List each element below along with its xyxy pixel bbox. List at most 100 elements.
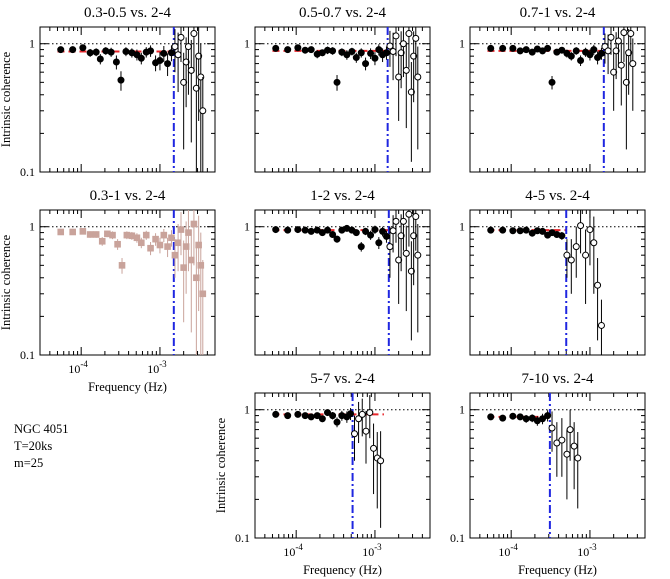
y-axis-label: Intrinsic coherence (0, 234, 13, 330)
open-point-marker (597, 321, 605, 329)
filled-point-marker (79, 44, 87, 52)
filled-point-marker (190, 220, 198, 228)
open-point-marker (402, 249, 410, 257)
y-axis-label: Intrinsic coherence (214, 417, 228, 513)
filled-point-marker (152, 235, 159, 243)
y-axis-label: Intrinsic coherence (0, 51, 13, 147)
filled-point-marker (367, 231, 375, 239)
filled-point-marker (509, 227, 517, 235)
open-point-marker (586, 226, 594, 234)
filled-point-marker (69, 46, 77, 54)
filled-point-marker (57, 228, 65, 236)
filled-point-marker (199, 290, 207, 298)
panel-5: 1-2 vs. 2-4 1 (244, 188, 431, 356)
filled-point-marker (324, 409, 332, 417)
open-point-marker (577, 222, 585, 230)
data-layer (255, 210, 430, 355)
filled-point-marker (572, 47, 580, 55)
filled-point-marker (516, 227, 524, 235)
open-point-marker (620, 29, 628, 37)
filled-point-marker (197, 262, 205, 269)
panel-title: 7-10 vs. 2-4 (521, 371, 594, 387)
x-tick-exponent: -3 (589, 542, 597, 552)
open-point-marker (199, 107, 207, 115)
plot-frame (254, 209, 431, 356)
filled-point-marker (142, 231, 150, 239)
filled-point-marker (499, 226, 507, 234)
filled-point-marker (294, 410, 302, 418)
filled-point-marker (147, 47, 155, 55)
open-point-marker (197, 73, 205, 81)
open-point-marker (410, 52, 418, 60)
open-point-marker (395, 256, 403, 264)
open-point-marker (362, 427, 370, 435)
data-layer (470, 27, 645, 172)
x-axis-label: Frequency (Hz) (303, 563, 382, 577)
plot-frame (469, 209, 646, 356)
filled-point-marker (348, 47, 356, 55)
open-point-marker (405, 30, 413, 38)
filled-point-marker (168, 234, 175, 242)
panel-title: 0.5-0.7 vs. 2-4 (299, 5, 387, 21)
filled-point-marker (284, 412, 292, 420)
open-point-marker (182, 58, 190, 66)
y-tick-label-0.1: 0.1 (450, 531, 465, 545)
filled-point-marker (352, 54, 360, 62)
filled-point-marker (362, 60, 370, 68)
filled-point-marker (371, 226, 379, 234)
open-point-marker (180, 78, 188, 86)
open-point-marker (177, 33, 185, 41)
info-block: NGC 4051 T=20ks m=25 (14, 422, 69, 470)
filled-point-marker (548, 78, 556, 86)
y-tick-label-1: 1 (29, 37, 35, 51)
open-point-marker (358, 410, 366, 418)
filled-point-marker (156, 56, 164, 64)
x-tick-label-e3: 10-3 (577, 542, 597, 559)
filled-point-marker (318, 415, 326, 423)
filled-point-marker (294, 44, 302, 52)
open-point-marker (574, 454, 582, 462)
open-point-marker (563, 450, 571, 458)
x-tick-exponent: -3 (159, 359, 167, 369)
open-point-marker (625, 49, 633, 57)
filled-point-marker (301, 412, 309, 420)
open-point-marker (594, 281, 602, 289)
filled-point-marker (333, 78, 341, 86)
x-tick-exponent: -3 (374, 542, 382, 552)
y-tick-label-1: 1 (459, 403, 465, 417)
filled-point-marker (487, 226, 495, 234)
info-line-duration: T=20ks (14, 439, 52, 453)
filled-point-marker (586, 51, 594, 59)
panel-title: 1-2 vs. 2-4 (310, 188, 375, 204)
open-point-marker (410, 232, 418, 240)
filled-point-marker (362, 227, 370, 235)
data-layer (255, 393, 430, 538)
x-tick-exponent: -4 (80, 359, 88, 369)
open-point-marker (392, 217, 400, 225)
y-tick-label-1: 1 (29, 220, 35, 234)
open-point-marker (414, 251, 422, 259)
open-point-marker (548, 424, 556, 432)
open-point-marker (386, 243, 394, 251)
open-point-marker (614, 37, 622, 45)
y-tick-label-1: 1 (244, 403, 250, 417)
x-tick-base: 10 (283, 545, 295, 559)
filled-point-marker (301, 46, 309, 54)
plot-frame (469, 392, 646, 539)
x-tick-base: 10 (577, 545, 589, 559)
y-tick-label-1: 1 (459, 220, 465, 234)
data-layer (40, 210, 215, 355)
open-point-marker (604, 47, 612, 55)
open-point-marker (195, 52, 203, 60)
data-layer (470, 393, 645, 538)
filled-point-marker (137, 54, 145, 62)
y-tick-label-0.1: 0.1 (20, 348, 35, 362)
open-point-marker (570, 442, 578, 450)
filled-point-marker (352, 229, 360, 237)
x-tick-label-e4: 10-4 (283, 542, 303, 559)
x-tick-exponent: -4 (510, 542, 518, 552)
filled-point-marker (138, 239, 145, 247)
data-layer (470, 210, 645, 355)
